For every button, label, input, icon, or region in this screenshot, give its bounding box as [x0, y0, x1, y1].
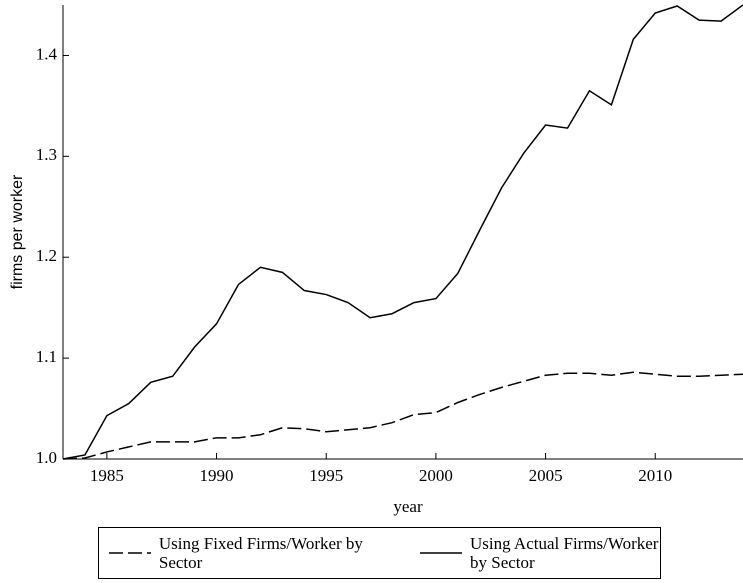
chart: year firms per worker 1.0 1.1 1.2 1.3 1.4 198… [9, 4, 743, 516]
x-tick-label: 1990 [200, 466, 234, 485]
y-axis-label: firms per worker [9, 174, 26, 289]
x-tick-label: 1995 [309, 466, 343, 485]
legend: Using Fixed Firms/Worker by Sector Using … [98, 527, 661, 579]
legend-label: Using Actual Firms/Worker by Sector [470, 534, 659, 572]
x-tick-label: 2000 [419, 466, 453, 485]
legend-entry: Using Fixed Firms/Worker by Sector [107, 534, 410, 572]
legend-swatch [420, 552, 462, 554]
legend-swatch [109, 552, 151, 554]
legend-label: Using Fixed Firms/Worker by Sector [158, 534, 363, 572]
y-tick-label: 1.0 [36, 448, 57, 467]
series-line [62, 4, 743, 460]
series-line [62, 371, 743, 460]
y-tick-label: 1.2 [36, 246, 57, 265]
legend-entry: Using Actual Firms/Worker by Sector [418, 534, 660, 572]
x-tick-label: 2005 [529, 466, 563, 485]
x-tick-label: 1985 [90, 466, 124, 485]
y-tick-label: 1.4 [36, 44, 58, 63]
x-axis-label: year [393, 497, 423, 516]
x-tick-label: 2010 [638, 466, 672, 485]
y-tick-label: 1.1 [36, 347, 57, 366]
y-tick-label: 1.3 [36, 145, 57, 164]
